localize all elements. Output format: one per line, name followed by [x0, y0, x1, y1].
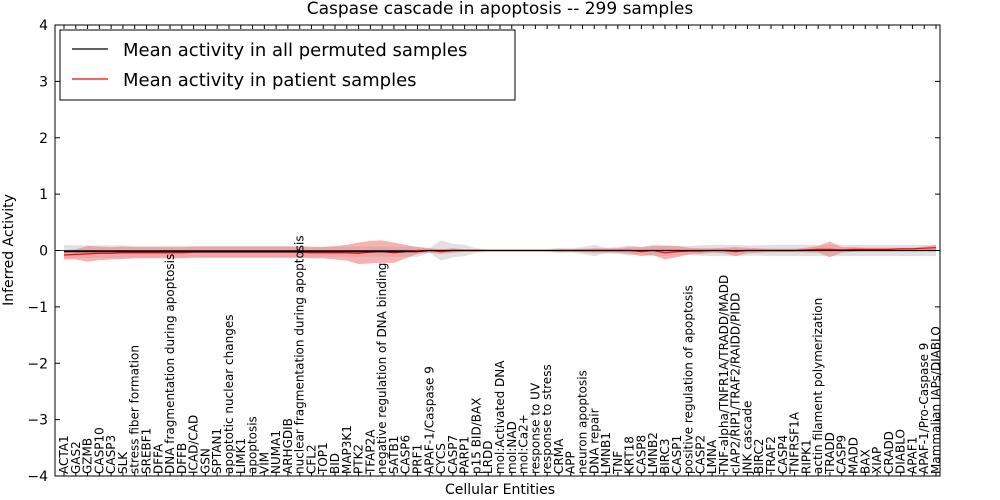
x-tick-label: DIABLO [894, 429, 908, 474]
x-tick-label: JNK cascade [741, 401, 755, 475]
series-lines [63, 247, 937, 256]
x-tick-label: LIMK1 [234, 438, 248, 474]
x-tick-label: neuron apoptosis [576, 370, 590, 474]
x-tick-label: RIPK1 [799, 439, 813, 474]
x-axis-label: Cellular Entities [445, 482, 555, 498]
x-tick-label: CASP7 [446, 435, 460, 474]
x-tick-label: MAP3K1 [340, 425, 354, 474]
x-tick-label: CRMA [552, 438, 566, 474]
x-tick-label: p15 BID/BAX [469, 398, 483, 474]
y-axis: −4 −3 −2 −1 0 1 2 3 4 [27, 18, 940, 485]
x-tick-label: VIM [257, 452, 271, 474]
x-tick-label: CFL2 [305, 444, 319, 474]
x-tick-label: CASP2 [693, 435, 707, 474]
y-axis-label: Inferred Activity [1, 194, 17, 306]
x-tick-label: APAF-1/Caspase 9 [422, 366, 436, 474]
x-tick-label: BIRC3 [658, 438, 672, 474]
x-tick-label: stress fiber formation [128, 345, 142, 474]
x-tick-label: SPTAN1 [210, 428, 224, 474]
x-tick-label: CYCS [434, 443, 448, 474]
x-tick-label: SREBF1 [140, 428, 154, 474]
x-tick-label: ACTA1 [57, 435, 71, 474]
x-tick-label: TRAF2 [764, 436, 778, 475]
x-tick-label: positive regulation of apoptosis [682, 285, 696, 474]
y-tick-label: −3 [27, 413, 48, 429]
line-series-0 [64, 249, 936, 253]
x-tick-label: XIAP [870, 447, 884, 474]
x-tick-label: ARHGDIB [281, 418, 295, 474]
x-tick-label: NUMA1 [269, 430, 283, 474]
y-tick-label: 2 [39, 131, 48, 147]
x-tick-label: CASP3 [104, 435, 118, 474]
y-tick-label: −2 [27, 356, 48, 372]
x-tick-label: mol:NAD [505, 421, 519, 474]
x-tick-label: TOP1 [316, 442, 330, 475]
x-tick-label: Mammalian IAPs/DIABLO [929, 326, 943, 474]
x-tick-label: TNFRSF1A [788, 411, 802, 475]
x-tick-label: PTK2 [352, 444, 366, 474]
x-tick-label: DNA fragmentation during apoptosis [163, 254, 177, 474]
x-tick-label: CASP6 [399, 435, 413, 474]
y-tick-label: −1 [27, 300, 48, 316]
x-tick-label: CASP4 [776, 435, 790, 474]
x-tick-label: LMNA [705, 439, 719, 474]
chart-title: Caspase cascade in apoptosis -- 299 samp… [307, 0, 694, 19]
y-tick-label: 3 [39, 74, 48, 90]
legend-label-permuted: Mean activity in all permuted samples [123, 40, 467, 61]
x-tick-label: apoptotic nuclear changes [222, 315, 236, 474]
x-tick-label: BAX [858, 449, 872, 474]
x-tick-label: CASP8 [634, 435, 648, 474]
y-tick-label: −4 [27, 469, 48, 485]
x-tick-label: PRF1 [411, 444, 425, 474]
x-tick-label: LRDD [481, 440, 495, 474]
x-tick-label: BID [328, 453, 342, 474]
x-tick-label: DFFB [175, 443, 189, 474]
x-tick-label: mol:Ca2+ [517, 414, 531, 474]
x-tick-label: CASP1 [670, 435, 684, 474]
y-tick-label: 0 [39, 244, 48, 260]
legend: Mean activity in all permuted samples Me… [59, 29, 516, 101]
x-tick-label: CRADD [882, 431, 896, 474]
x-tick-label: response to stress [540, 364, 554, 474]
x-tick-label: CASP10 [92, 427, 106, 474]
legend-label-patient: Mean activity in patient samples [123, 70, 417, 91]
y-tick-label: 4 [39, 18, 48, 34]
x-tick-label: APAF1 [905, 437, 919, 474]
x-tick-label: GSN [198, 448, 212, 474]
x-tick-label: LMNB1 [599, 432, 613, 474]
x-tick-label: TNF-alpha/TNFR1A/TRADD/MADD [717, 275, 731, 475]
x-tick-label: actin filament polymerization [811, 298, 825, 474]
x-tick-label: ICAD/CAD [187, 415, 201, 474]
x-tick-label: SLK [116, 451, 130, 474]
x-tick-label: TRADD [823, 432, 837, 475]
x-tick-label: BIRC2 [752, 438, 766, 474]
x-tick-label: GAS2 [69, 441, 83, 474]
x-tick-label: APP [564, 451, 578, 474]
x-tick-label: TNF [611, 451, 625, 475]
x-tick-label: cIAP2/RIP1/TRAF2/RAIDD/PIDD [729, 293, 743, 474]
x-tick-label: DNA repair [587, 408, 601, 474]
x-tick-label: GZMB [81, 438, 95, 474]
x-tick-label: APAF-1/Pro-Caspase 9 [917, 343, 931, 474]
x-tick-label: SATB1 [387, 436, 401, 474]
x-tick-label: CASP9 [835, 435, 849, 474]
y-tick-label: 1 [39, 187, 48, 203]
x-tick-label: response to UV [528, 382, 542, 474]
x-tick-label: TFAP2A [363, 429, 377, 475]
x-tick-label: negative regulation of DNA binding [375, 263, 389, 474]
x-tick-label: mol:Activated DNA [493, 360, 507, 474]
x-tick-label: DFFA [151, 443, 165, 474]
legend-box [59, 29, 516, 101]
x-tick-label: apoptosis [246, 416, 260, 474]
x-tick-label: KRT18 [623, 436, 637, 474]
x-tick-label: MADD [847, 437, 861, 474]
x-tick-label: LMNB2 [646, 432, 660, 474]
x-tick-label: PARP1 [458, 436, 472, 474]
x-tick-label: nuclear fragmentation during apoptosis [293, 235, 307, 474]
